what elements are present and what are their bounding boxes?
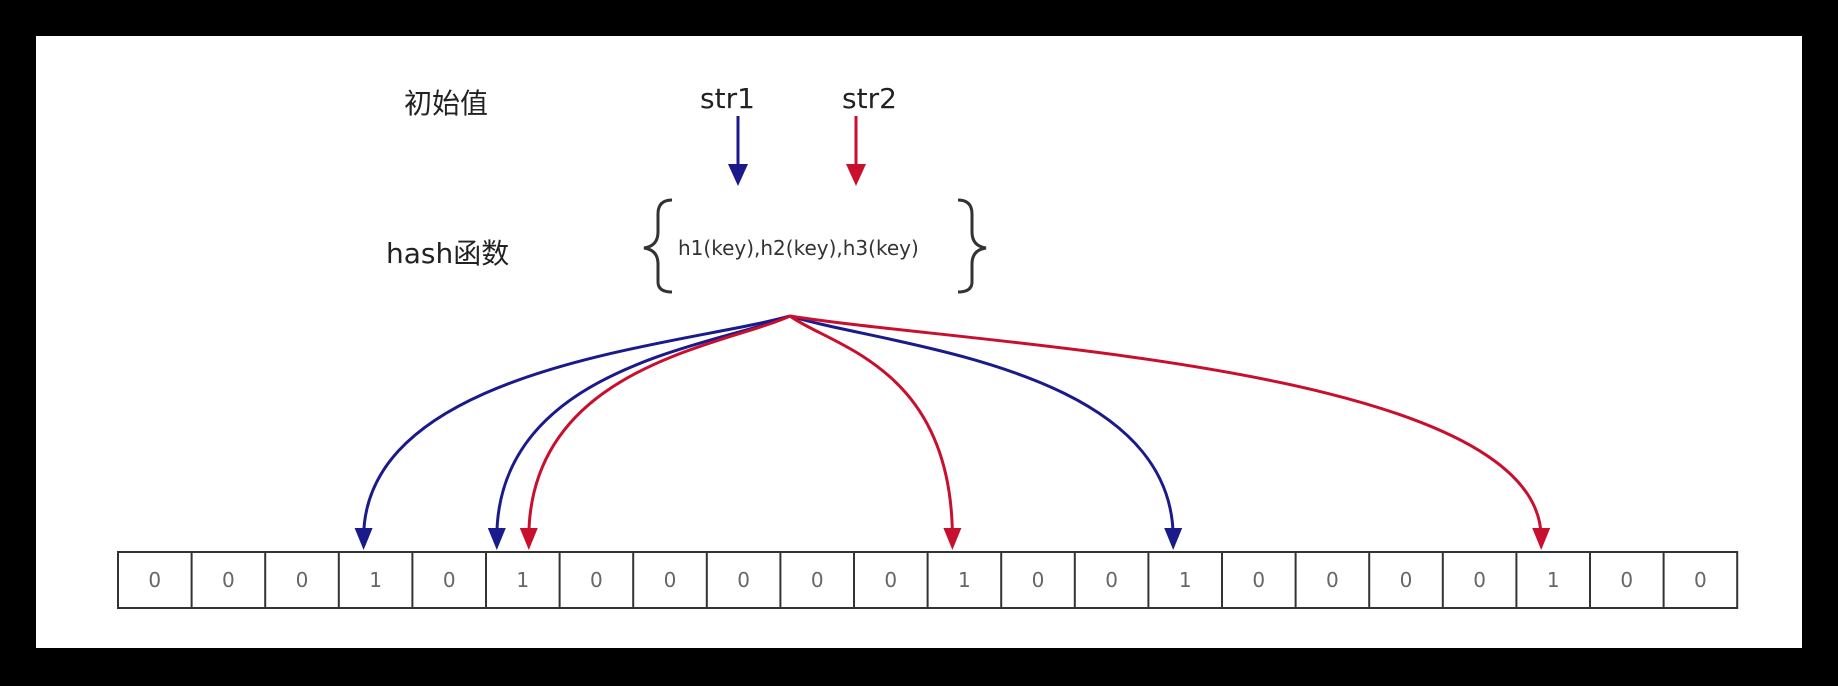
bit-cell: 1: [516, 568, 529, 592]
bit-cell: 0: [1473, 568, 1486, 592]
str2-input-arrow: [846, 116, 866, 186]
bit-cell: 0: [1326, 568, 1339, 592]
str2-arrowhead: [519, 528, 538, 550]
str2-arrowhead: [943, 528, 962, 550]
bit-cell: 0: [664, 568, 677, 592]
right-brace: [957, 198, 987, 294]
bit-cell: 1: [369, 568, 382, 592]
hash-function-row-label: hash函数: [386, 237, 510, 270]
bit-cell: 0: [148, 568, 161, 592]
str2-hash-arrow: [789, 314, 954, 539]
initial-value-label: 初始值: [404, 87, 489, 120]
diagram-canvas: [36, 36, 1802, 648]
bit-cell: 0: [222, 568, 235, 592]
str1-label: str1: [700, 82, 755, 115]
bit-cell: 0: [1032, 568, 1045, 592]
str2-hash-arrow: [527, 314, 791, 539]
bit-cell: 0: [1400, 568, 1413, 592]
bit-cell: 0: [811, 568, 824, 592]
str2-label: str2: [842, 82, 897, 115]
str2-arrowhead: [1532, 528, 1551, 550]
bit-cell: 0: [1694, 568, 1707, 592]
bit-cell: 1: [958, 568, 971, 592]
str1-hash-arrow: [789, 314, 1175, 539]
bit-cell: 0: [1620, 568, 1633, 592]
hash-functions-text: h1(key),h2(key),h3(key): [678, 236, 919, 260]
left-brace: [643, 198, 673, 294]
bit-cell: 0: [443, 568, 456, 592]
bit-cell: 1: [1547, 568, 1560, 592]
str1-hash-arrow: [362, 314, 791, 539]
bit-array: 0 0 0 1 0 1 0 0 0 0 0 1 0 0 1 0 0 0 0 1 0 0: [117, 551, 1739, 609]
str2-hash-arrow: [789, 314, 1543, 539]
bit-cell: 0: [884, 568, 897, 592]
str1-input-arrow: [728, 116, 748, 186]
bit-cell: 0: [1105, 568, 1118, 592]
str1-arrowhead: [1164, 528, 1183, 550]
bit-cell: 0: [737, 568, 750, 592]
bit-cell: 0: [1252, 568, 1265, 592]
str1-arrowhead: [487, 528, 506, 550]
hash-mapping-arrows: [354, 314, 1551, 550]
str1-arrowhead: [354, 528, 373, 550]
bit-cell: 0: [590, 568, 603, 592]
str1-hash-arrow: [495, 314, 791, 539]
bit-cell: 1: [1179, 568, 1192, 592]
bit-cell: 0: [296, 568, 309, 592]
